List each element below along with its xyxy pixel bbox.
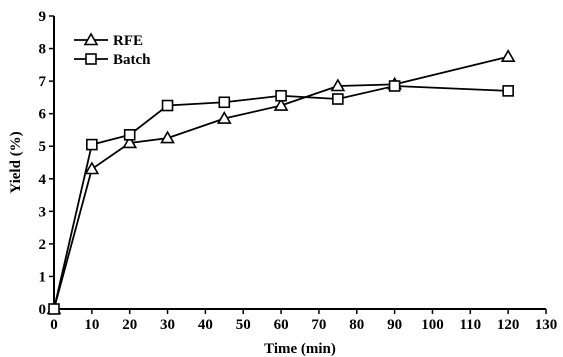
legend-item: RFE: [74, 32, 143, 49]
y-tick-label: 4: [39, 172, 47, 188]
y-tick-label: 3: [39, 204, 47, 220]
y-tick-label: 9: [39, 9, 47, 25]
x-ticks: 0 10 20 30 40 50 60 70 80 90 100 110 120 130: [50, 309, 557, 333]
x-tick-label: 80: [349, 317, 364, 333]
series-rfe-point: [122, 135, 138, 149]
x-tick-label: 90: [387, 317, 402, 333]
x-tick-label: 20: [122, 317, 137, 333]
series-rfe-point: [216, 110, 232, 124]
x-tick-label: 100: [421, 317, 444, 333]
y-tick-label: 2: [39, 237, 47, 253]
y-ticks: 0 1 2 3 4 5 6 7 8 9: [39, 9, 54, 318]
series-batch-point: [161, 99, 174, 112]
x-tick-label: 120: [497, 317, 520, 333]
x-tick-label: 30: [160, 317, 175, 333]
series-layer: [46, 49, 516, 315]
series-rfe-point: [330, 78, 346, 92]
y-axis-label: Yield (%): [8, 131, 24, 193]
x-tick-label: 10: [84, 317, 99, 333]
series-rfe-point: [500, 49, 516, 62]
y-tick-label: 1: [39, 269, 47, 285]
legend: RFE Batch: [74, 32, 151, 68]
series-batch-line: [53, 85, 509, 310]
y-tick-label: 0: [39, 302, 47, 318]
series-batch-point: [275, 89, 287, 102]
series-batch-point: [48, 303, 60, 315]
legend-label: RFE: [113, 33, 143, 49]
y-tick-label: 6: [39, 107, 47, 123]
series-rfe-point: [273, 97, 289, 111]
series-batch-point: [218, 96, 231, 109]
x-tick-label: 50: [236, 317, 251, 333]
y-tick-label: 8: [39, 42, 47, 58]
plot-area: 0 10 20 30 40 50 60 70 80 90 100 110 120 130 0 1 2 3 4 5 6 7…: [8, 9, 557, 357]
series-batch: [48, 80, 514, 315]
x-tick-label: 130: [535, 317, 558, 333]
y-tick-label: 7: [39, 74, 47, 90]
x-tick-label: 0: [50, 317, 58, 333]
x-axis-label: Time (min): [264, 341, 336, 357]
series-batch-point: [123, 129, 136, 141]
x-tick-label: 70: [311, 317, 326, 333]
x-tick-label: 60: [274, 317, 289, 333]
y-tick-label: 5: [39, 139, 47, 155]
x-tick-label: 110: [459, 317, 481, 333]
series-batch-point: [332, 93, 344, 105]
legend-label: Batch: [113, 52, 151, 68]
x-tick-label: 40: [198, 317, 213, 333]
series-batch-point: [502, 85, 514, 97]
legend-marker: [85, 53, 97, 65]
legend-item: Batch: [74, 52, 151, 68]
series-batch-point: [86, 138, 98, 151]
legend-marker: [83, 32, 99, 46]
series-rfe-point: [160, 130, 175, 144]
series-batch-point: [388, 80, 401, 92]
series-rfe-point: [84, 161, 100, 175]
